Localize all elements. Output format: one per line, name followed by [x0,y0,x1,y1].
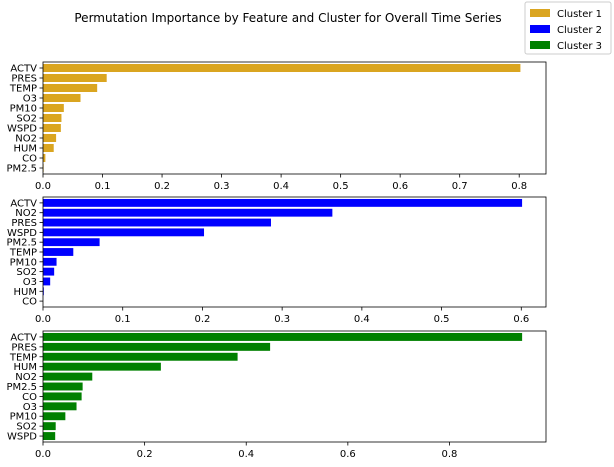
category-label: CO [22,154,37,165]
category-label: PRES [11,218,37,229]
bar-pm2-5 [43,238,100,247]
bar-no2 [43,208,333,217]
axes-frame [42,61,547,175]
category-label: PRES [11,342,37,353]
bar-pm10 [43,104,64,112]
category-label: NO2 [15,208,37,219]
category-label: SO2 [16,114,37,125]
category-label: HUM [14,144,37,155]
bar-temp [43,84,98,92]
category-label: ACTV [10,64,37,75]
bar-wspd [43,228,205,237]
category-label: O3 [23,94,37,105]
x-tick-label: 0.4 [238,449,254,460]
category-label: SO2 [16,422,37,433]
category-label: ACTV [10,332,37,343]
x-tick-label: 0.3 [274,314,290,325]
category-label: PM10 [10,412,37,423]
x-tick-label: 0.6 [513,314,529,325]
bar-no2 [43,372,93,381]
category-label: TEMP [9,352,37,363]
category-label: HUM [14,287,37,298]
bar-o3 [43,277,51,286]
bar-pres [43,342,271,351]
category-label: O3 [23,402,37,413]
bar-co [43,392,82,401]
legend-swatch [530,25,550,33]
category-label: WSPD [7,124,37,135]
bar-actv [43,332,523,341]
bar-temp [43,352,238,361]
x-tick-label: 0.7 [452,181,468,192]
category-label: TEMP [9,84,37,95]
x-tick-label: 0.4 [273,181,289,192]
category-label: WSPD [7,432,37,443]
chart-panels: ACTVPRESTEMPO3PM10SO2WSPDNO2HUMCOPM2.50.… [6,61,547,460]
category-label: HUM [14,362,37,373]
x-tick-label: 0.0 [35,181,51,192]
bar-actv [43,64,521,72]
bar-o3 [43,94,81,102]
bar-temp [43,248,74,256]
bar-co [43,154,46,162]
category-label: PM10 [10,257,37,268]
category-label: WSPD [7,228,37,239]
bar-pm10 [43,412,66,421]
x-tick-label: 0.2 [194,314,210,325]
x-tick-label: 0.8 [442,449,458,460]
bar-so2 [43,267,55,276]
bar-wspd [43,432,56,441]
bar-no2 [43,134,57,142]
bar-pm10 [43,257,57,266]
x-tick-label: 0.4 [354,314,370,325]
category-label: SO2 [16,267,37,278]
legend-label: Cluster 2 [557,25,602,36]
legend-swatch [530,9,550,17]
x-tick-label: 0.5 [333,181,349,192]
category-label: PM2.5 [6,238,37,249]
category-label: NO2 [15,134,37,145]
category-label: TEMP [9,248,37,259]
bar-pm2-5 [43,382,83,391]
x-tick-label: 0.1 [115,314,131,325]
legend: Cluster 1 Cluster 2 Cluster 3 [524,1,612,55]
x-tick-label: 0.5 [434,314,450,325]
category-label: O3 [23,277,37,288]
bar-actv [43,198,523,207]
category-label: ACTV [10,198,37,209]
x-tick-label: 0.8 [511,181,527,192]
bar-o3 [43,402,77,411]
category-label: NO2 [15,372,37,383]
bar-pres [43,74,107,82]
x-tick-label: 0.2 [137,449,153,460]
figure-title: Permutation Importance by Feature and Cl… [74,11,501,25]
x-tick-label: 0.3 [214,181,230,192]
legend-swatch [530,41,550,49]
bar-so2 [43,422,56,431]
legend-label: Cluster 1 [557,9,602,20]
legend-label: Cluster 3 [557,41,602,52]
category-label: PRES [11,74,37,85]
bar-so2 [43,114,62,122]
category-label: PM2.5 [6,382,37,393]
category-label: CO [22,297,37,308]
bar-pres [43,218,271,227]
x-tick-label: 0.6 [340,449,356,460]
x-tick-label: 0.6 [392,181,408,192]
category-label: PM2.5 [6,164,37,175]
x-tick-label: 0.0 [35,314,51,325]
x-tick-label: 0.2 [154,181,170,192]
category-label: PM10 [10,104,37,115]
bar-hum [43,362,161,371]
category-label: CO [22,392,37,403]
bar-wspd [43,124,61,132]
bar-hum [43,144,54,152]
x-tick-label: 0.1 [95,181,111,192]
x-tick-label: 0.0 [35,449,51,460]
